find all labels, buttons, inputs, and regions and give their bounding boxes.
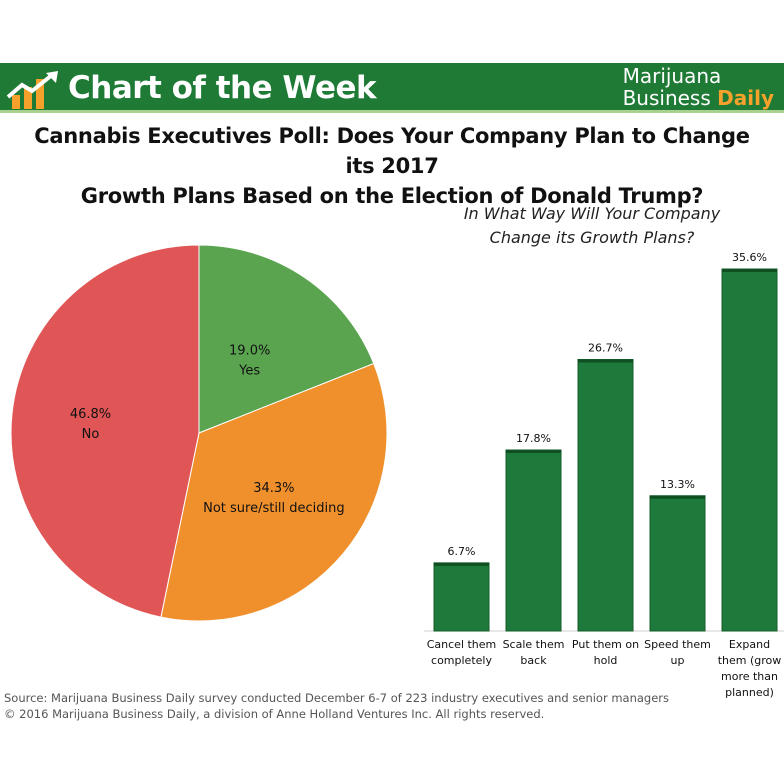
bar [433, 562, 490, 632]
brand-logo: Marijuana Business Daily [623, 65, 774, 109]
pie-category-label: No [82, 427, 100, 442]
bar-top-edge [722, 269, 777, 272]
footer: Source: Marijuana Business Daily survey … [4, 690, 669, 722]
bar-category-label: Scale them [503, 638, 565, 651]
pie-value-label: 19.0% [229, 343, 270, 358]
bar-value-label: 13.3% [660, 478, 695, 491]
bar-value-label: 6.7% [448, 545, 476, 558]
brand-line-2: Business Daily [623, 87, 774, 109]
chart-of-the-week-banner: Chart of the Week Marijuana Business Dai… [0, 63, 784, 113]
bar-chart: 6.7% Cancel them completely 17.8% Scale them… [424, 251, 784, 699]
bar-category-label: hold [594, 654, 618, 667]
pie-category-label: Not sure/still deciding [203, 501, 345, 516]
bar-category-label: up [671, 654, 685, 667]
bar [721, 268, 778, 632]
bar-value-label: 26.7% [588, 342, 623, 355]
bar-category-label: Cancel them [427, 638, 497, 651]
brand-word-business: Business [622, 86, 711, 110]
poll-headline: Cannabis Executives Poll: Does Your Comp… [20, 121, 764, 211]
pie-slice-not-sure-still-deciding [160, 362, 388, 622]
pie-slice-yes [198, 244, 375, 434]
chart-logo-icon [6, 71, 58, 109]
bar-value-label: 17.8% [516, 432, 551, 445]
bar-category-label: completely [431, 654, 492, 667]
subtitle-line-1: In What Way Will Your Company [463, 204, 721, 223]
subtitle-line-2: Change its Growth Plans? [489, 228, 695, 247]
bar-top-edge [506, 450, 561, 453]
bar-top-edge [650, 495, 705, 499]
bar-chart-subtitle: In What Way Will Your Company Change its… [430, 202, 754, 250]
copyright-note: © 2016 Marijuana Business Daily, a divis… [4, 707, 545, 721]
bar-category-label: them (grow [718, 654, 782, 667]
headline-line-1: Cannabis Executives Poll: Does Your Comp… [34, 124, 750, 178]
headline-line-2: Growth Plans Based on the Election of Do… [80, 184, 704, 208]
pie-value-label: 34.3% [253, 481, 294, 496]
brand-line-1: Marijuana [622, 64, 722, 88]
bar-value-label: 35.6% [732, 251, 767, 264]
bar [649, 495, 706, 632]
bar-category-label: more than [721, 670, 778, 683]
banner-title: Chart of the Week [68, 70, 377, 106]
brand-word-daily: Daily [717, 86, 774, 110]
source-note: Source: Marijuana Business Daily survey … [4, 691, 670, 705]
bar-category-label: Expand [729, 638, 770, 651]
pie-slice-no [10, 244, 200, 618]
pie-value-label: 46.8% [70, 407, 111, 422]
bar-top-edge [434, 562, 489, 566]
pie-chart: 19.0% Yes 34.3% Not sure/still deciding 46.8… [10, 244, 388, 622]
pie-category-label: Yes [238, 363, 260, 378]
bar-category-label: planned) [725, 686, 774, 699]
bar-category-label: Put them on [572, 638, 639, 651]
bar [577, 359, 634, 632]
bar [505, 449, 562, 632]
bar-category-label: back [520, 654, 547, 667]
bar-category-label: Speed them [644, 638, 711, 651]
bar-top-edge [578, 359, 633, 363]
